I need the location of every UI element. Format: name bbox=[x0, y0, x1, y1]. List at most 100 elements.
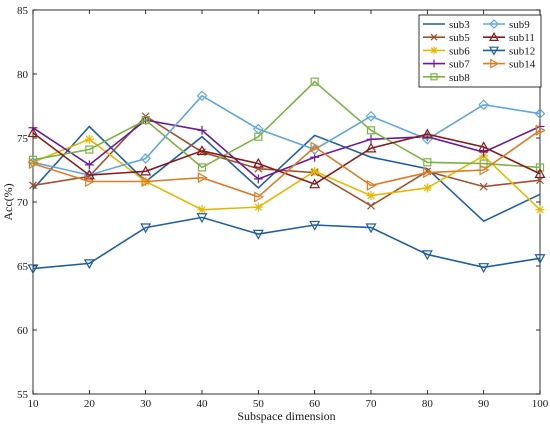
x-marker bbox=[479, 182, 488, 191]
triangle-right-marker bbox=[310, 141, 321, 153]
triangle-down-marker bbox=[252, 229, 264, 240]
star-marker bbox=[84, 134, 94, 144]
triangle-up-marker bbox=[365, 142, 377, 153]
x-marker bbox=[430, 33, 438, 41]
y-tick-label: 60 bbox=[17, 325, 29, 337]
diamond-marker bbox=[196, 90, 208, 102]
x-tick-label: 90 bbox=[478, 398, 490, 410]
diamond-marker bbox=[252, 123, 264, 135]
x-tick-label: 70 bbox=[366, 398, 378, 410]
x-tick-label: 60 bbox=[309, 398, 321, 410]
legend-label: sub7 bbox=[449, 59, 470, 71]
triangle-right-marker bbox=[28, 158, 39, 170]
legend-entry-sub9: sub9 bbox=[483, 19, 530, 31]
series-sub3 bbox=[32, 125, 541, 223]
x-marker bbox=[367, 201, 375, 210]
series-line-sub8 bbox=[32, 80, 541, 169]
triangle-down-marker bbox=[140, 223, 152, 234]
x-axis-label: Subspace dimension bbox=[237, 409, 335, 423]
square-marker bbox=[535, 163, 545, 172]
x-marker bbox=[254, 164, 263, 173]
square-marker bbox=[366, 126, 376, 135]
y-tick-label: 75 bbox=[17, 133, 29, 145]
series-sub14 bbox=[28, 124, 546, 203]
series-line-sub14 bbox=[32, 129, 541, 198]
triangle-down-marker bbox=[27, 264, 39, 275]
triangle-right-marker bbox=[490, 58, 500, 69]
triangle-down-marker bbox=[365, 223, 377, 234]
star-marker bbox=[535, 205, 545, 215]
square-marker bbox=[141, 115, 150, 125]
series-sub7 bbox=[28, 115, 545, 184]
y-tick-label: 55 bbox=[17, 389, 29, 401]
triangle-up-marker bbox=[196, 145, 208, 155]
x-tick-label: 80 bbox=[422, 398, 434, 410]
diamond-marker bbox=[365, 110, 377, 122]
triangle-up-marker bbox=[488, 31, 500, 42]
y-tick-label: 65 bbox=[17, 261, 29, 273]
x-tick-label: 40 bbox=[197, 398, 209, 410]
plus-marker bbox=[84, 160, 94, 170]
y-axis-label: Acc(%) bbox=[1, 183, 15, 220]
square-marker bbox=[423, 158, 432, 167]
x-tick-label: 50 bbox=[253, 398, 265, 410]
square-marker bbox=[310, 77, 319, 86]
star-marker bbox=[197, 205, 207, 215]
series-line-sub7 bbox=[32, 119, 541, 180]
legend-label: sub14 bbox=[509, 59, 536, 71]
triangle-up-marker bbox=[309, 178, 321, 189]
square-marker bbox=[197, 163, 207, 172]
triangle-down-marker bbox=[196, 213, 208, 224]
plus-marker bbox=[366, 134, 376, 144]
triangle-down-marker bbox=[421, 250, 433, 261]
x-tick-label: 10 bbox=[28, 398, 40, 410]
plus-marker bbox=[197, 125, 207, 135]
legend-entry-sub12: sub12 bbox=[483, 45, 535, 57]
legend-entry-sub8: sub8 bbox=[423, 72, 470, 84]
square-marker bbox=[85, 145, 94, 154]
triangle-right-marker bbox=[85, 176, 96, 188]
x-tick-label: 100 bbox=[532, 398, 549, 410]
star-marker bbox=[310, 166, 320, 176]
legend-label: sub8 bbox=[449, 72, 470, 84]
diamond-marker bbox=[478, 99, 490, 111]
legend-entry-sub11: sub11 bbox=[483, 31, 535, 44]
series-layer bbox=[27, 77, 546, 275]
legend-entry-sub6: sub6 bbox=[423, 45, 470, 57]
series-sub12 bbox=[27, 213, 546, 275]
y-axis-ticks: 55 60 65 70 75 80 85 bbox=[17, 5, 540, 401]
x-tick-label: 30 bbox=[140, 398, 152, 410]
series-sub8 bbox=[28, 77, 545, 172]
diamond-marker bbox=[140, 153, 152, 164]
series-line-sub11 bbox=[32, 132, 541, 185]
series-line-sub9 bbox=[32, 94, 541, 176]
legend-label: sub5 bbox=[449, 32, 470, 44]
legend-label: sub6 bbox=[449, 45, 470, 57]
legend-label: sub11 bbox=[509, 32, 535, 44]
square-marker bbox=[430, 73, 438, 81]
plus-marker bbox=[253, 174, 263, 184]
triangle-right-marker bbox=[254, 191, 265, 203]
triangle-up-marker bbox=[534, 168, 546, 179]
diamond-marker bbox=[489, 19, 499, 29]
star-marker bbox=[366, 191, 376, 201]
triangle-down-marker bbox=[309, 220, 321, 231]
legend-label: sub3 bbox=[449, 19, 470, 31]
triangle-right-marker bbox=[479, 164, 490, 176]
legend-entry-sub14: sub14 bbox=[483, 58, 536, 71]
triangle-up-marker bbox=[140, 165, 152, 176]
triangle-right-marker bbox=[423, 167, 434, 179]
triangle-right-marker bbox=[366, 179, 377, 191]
legend-entry-sub3: sub3 bbox=[423, 19, 470, 31]
series-sub11 bbox=[27, 127, 546, 189]
triangle-down-marker bbox=[83, 259, 95, 270]
legend-entry-sub5: sub5 bbox=[423, 32, 470, 44]
y-tick-label: 80 bbox=[17, 69, 29, 81]
star-marker bbox=[253, 202, 263, 212]
triangle-down-marker bbox=[478, 263, 490, 274]
triangle-right-marker bbox=[535, 124, 546, 136]
plus-marker bbox=[479, 147, 489, 157]
series-line-sub12 bbox=[32, 216, 541, 270]
